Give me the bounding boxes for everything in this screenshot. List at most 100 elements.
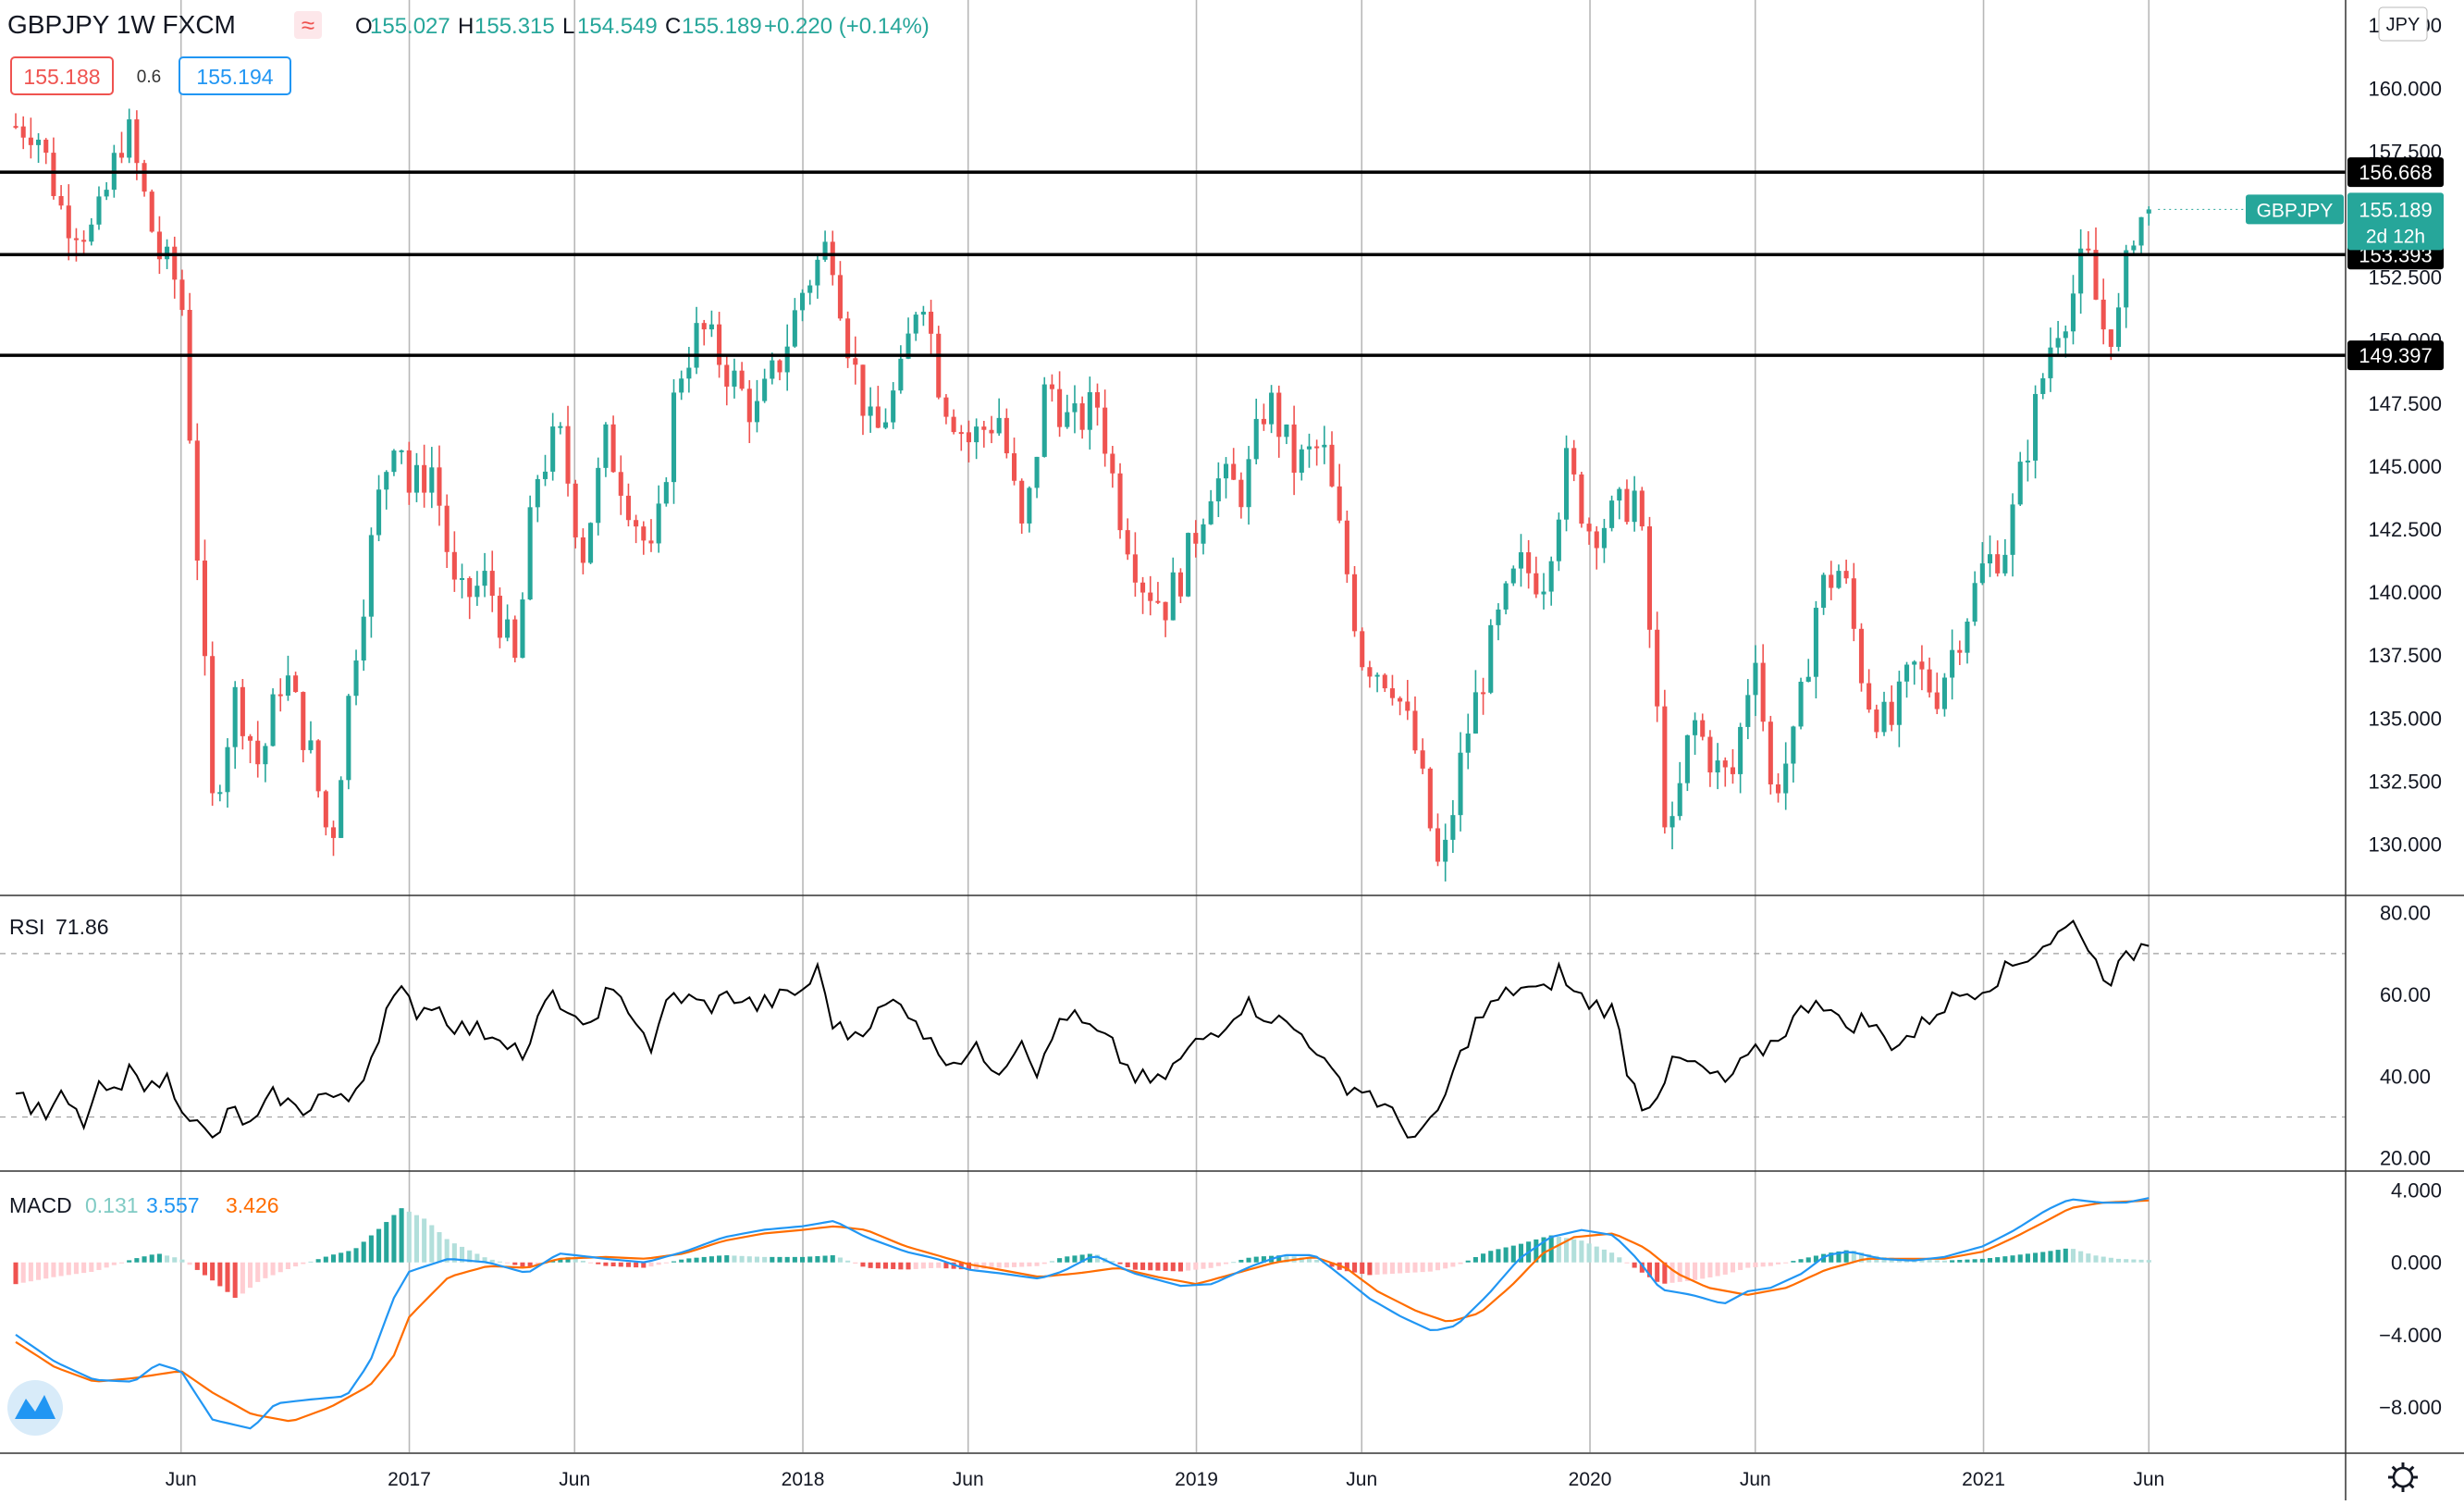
time-axis-label: Jun <box>1740 1469 1771 1490</box>
macd-histogram-bar <box>2124 1259 2129 1263</box>
candle-body <box>520 599 525 659</box>
macd-histogram-bar <box>746 1256 752 1263</box>
price-axis-label: 135.000 <box>2368 707 2442 730</box>
macd-histogram-bar <box>906 1262 911 1270</box>
candle-body <box>573 483 578 537</box>
candle-body <box>1753 662 1758 696</box>
macd-histogram-bar <box>240 1262 245 1294</box>
macd-histogram-bar <box>565 1257 571 1263</box>
macd-histogram-bar <box>232 1262 238 1298</box>
macd-histogram-bar <box>1427 1262 1433 1272</box>
candle-body <box>232 686 238 747</box>
candle-body <box>1601 527 1607 549</box>
macd-histogram-bar <box>1783 1262 1789 1264</box>
macd-histogram-bar <box>406 1211 412 1263</box>
macd-histogram-bar <box>777 1256 782 1263</box>
currency-box[interactable] <box>2378 6 2428 42</box>
macd-histogram-bar <box>558 1258 563 1263</box>
candle-body <box>882 422 889 428</box>
time-axis-label: 2018 <box>782 1469 825 1490</box>
rsi-legend-value: 71.86 <box>55 915 109 939</box>
candle-body <box>1238 479 1244 508</box>
ask-value: 155.194 <box>196 65 273 89</box>
candle-body <box>1163 601 1168 621</box>
candle-body <box>1481 692 1486 695</box>
macd-histogram-bar <box>451 1243 457 1263</box>
candle-body <box>1389 688 1395 698</box>
macd-histogram-bar <box>868 1262 873 1268</box>
macd-histogram-bar <box>920 1262 926 1269</box>
gear-tooth <box>2409 1465 2415 1472</box>
candle-body <box>1693 720 1698 735</box>
gear-tooth <box>2409 1483 2415 1489</box>
macd-histogram-bar <box>1836 1251 1842 1263</box>
macd-histogram-bar <box>1979 1258 1985 1263</box>
macd-histogram-bar <box>966 1262 971 1270</box>
macd-histogram-bar <box>641 1262 647 1268</box>
candle-body <box>1912 661 1917 665</box>
macd-histogram-bar <box>1057 1258 1063 1263</box>
candle-body <box>225 746 230 793</box>
macd-histogram-bar <box>323 1256 328 1263</box>
macd-histogram-bar <box>437 1232 442 1263</box>
macd-histogram-bar <box>1775 1262 1781 1264</box>
macd-histogram-bar <box>1299 1257 1304 1263</box>
macd-histogram-bar <box>28 1262 33 1282</box>
level-label-bg <box>2347 157 2444 188</box>
candle-body <box>58 195 64 206</box>
macd-histogram-bar <box>2040 1252 2046 1263</box>
macd-histogram-bar <box>1004 1262 1009 1268</box>
candle-body <box>1798 682 1804 727</box>
bid-box[interactable] <box>10 56 114 95</box>
macd-histogram-bar <box>1760 1262 1766 1267</box>
macd-histogram-bar <box>2146 1260 2151 1263</box>
macd-histogram-bar <box>2002 1256 2008 1263</box>
macd-histogram-bar <box>580 1260 585 1263</box>
candle-body <box>739 370 745 389</box>
macd-histogram-bar <box>353 1248 359 1263</box>
candle-body <box>13 126 18 129</box>
macd-histogram-bar <box>1079 1254 1085 1263</box>
macd-histogram-bar <box>2070 1249 2076 1263</box>
candle-body <box>142 163 147 192</box>
candle-body <box>1352 574 1358 632</box>
macd-histogram-bar <box>1110 1261 1115 1263</box>
candle-body <box>413 464 419 493</box>
candle-body <box>815 259 820 286</box>
macd-histogram-bar <box>104 1262 109 1268</box>
candle-body <box>1965 622 1970 653</box>
candle-body <box>1132 554 1138 583</box>
macd-histogram-bar <box>270 1262 276 1276</box>
macd-histogram-bar <box>898 1262 904 1270</box>
candle-body <box>663 482 669 504</box>
candle-body <box>989 429 994 434</box>
candle-body <box>1881 701 1887 733</box>
macd-histogram-bar <box>815 1255 820 1263</box>
macd-histogram-bar <box>1851 1251 1856 1263</box>
macd-histogram-bar <box>225 1262 230 1292</box>
ask-box[interactable] <box>179 56 291 95</box>
macd-histogram-bar <box>165 1255 170 1263</box>
macd-histogram-bar <box>1435 1262 1441 1271</box>
gear-icon[interactable] <box>2392 1466 2414 1488</box>
macd-histogram-bar <box>1223 1262 1229 1264</box>
candle-body <box>179 279 185 310</box>
price-axis-label: 132.500 <box>2368 770 2442 793</box>
indicator-icon-bg[interactable] <box>294 11 322 39</box>
macd-histogram-bar <box>1450 1262 1456 1267</box>
price-axis-label: 140.000 <box>2368 581 2442 604</box>
macd-histogram-bar <box>156 1253 162 1263</box>
candle-body <box>1821 574 1827 609</box>
macd-histogram-bar <box>149 1254 154 1263</box>
wave-icon: ≈ <box>302 11 314 39</box>
candle-body <box>762 378 768 401</box>
macd-histogram-bar <box>459 1246 465 1263</box>
candle-body <box>634 520 639 527</box>
candle-body <box>1889 701 1894 725</box>
candle-body <box>966 432 971 443</box>
macd-histogram-bar <box>429 1225 435 1263</box>
candle-body <box>1677 783 1682 817</box>
macd-histogram-bar <box>701 1256 707 1263</box>
macd-histogram-bar <box>1117 1262 1123 1264</box>
